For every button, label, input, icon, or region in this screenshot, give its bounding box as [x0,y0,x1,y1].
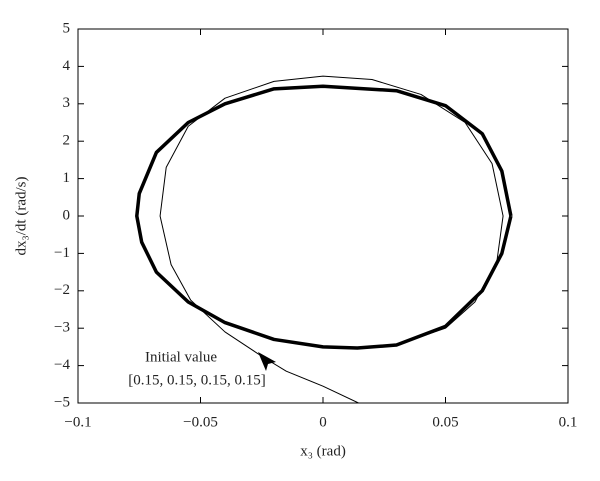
y-tick-label: 0 [63,207,71,223]
y-tick-label: 5 [63,20,71,36]
y-tick-label: −3 [54,320,70,336]
annotation: Initial value [145,349,217,365]
x-tick-label: −0.05 [183,414,218,430]
y-tick-label: −4 [54,357,70,373]
y-tick-label: 4 [63,58,71,74]
y-tick-label: −5 [54,394,70,410]
y-tick-label: −1 [54,245,70,261]
x-tick-label: −0.1 [64,414,91,430]
y-axis-label: dx₃/dt (rad/s) [13,177,29,256]
trajectory [159,75,504,403]
y-tick-label: 1 [63,170,71,186]
y-tick-label: −2 [54,282,70,298]
y-tick-label: 2 [63,133,71,149]
x-tick-label: 0 [319,414,327,430]
x-tick-label: 0.1 [559,414,578,430]
annotation: [0.15, 0.15, 0.15, 0.15] [128,372,266,388]
y-tick-label: 3 [63,95,71,111]
x-axis-label: x₃ (rad) [300,443,346,459]
annotation-arrow [258,352,276,371]
x-tick-label: 0.05 [432,414,458,430]
trajectory [135,84,513,350]
plot-area [135,75,513,403]
